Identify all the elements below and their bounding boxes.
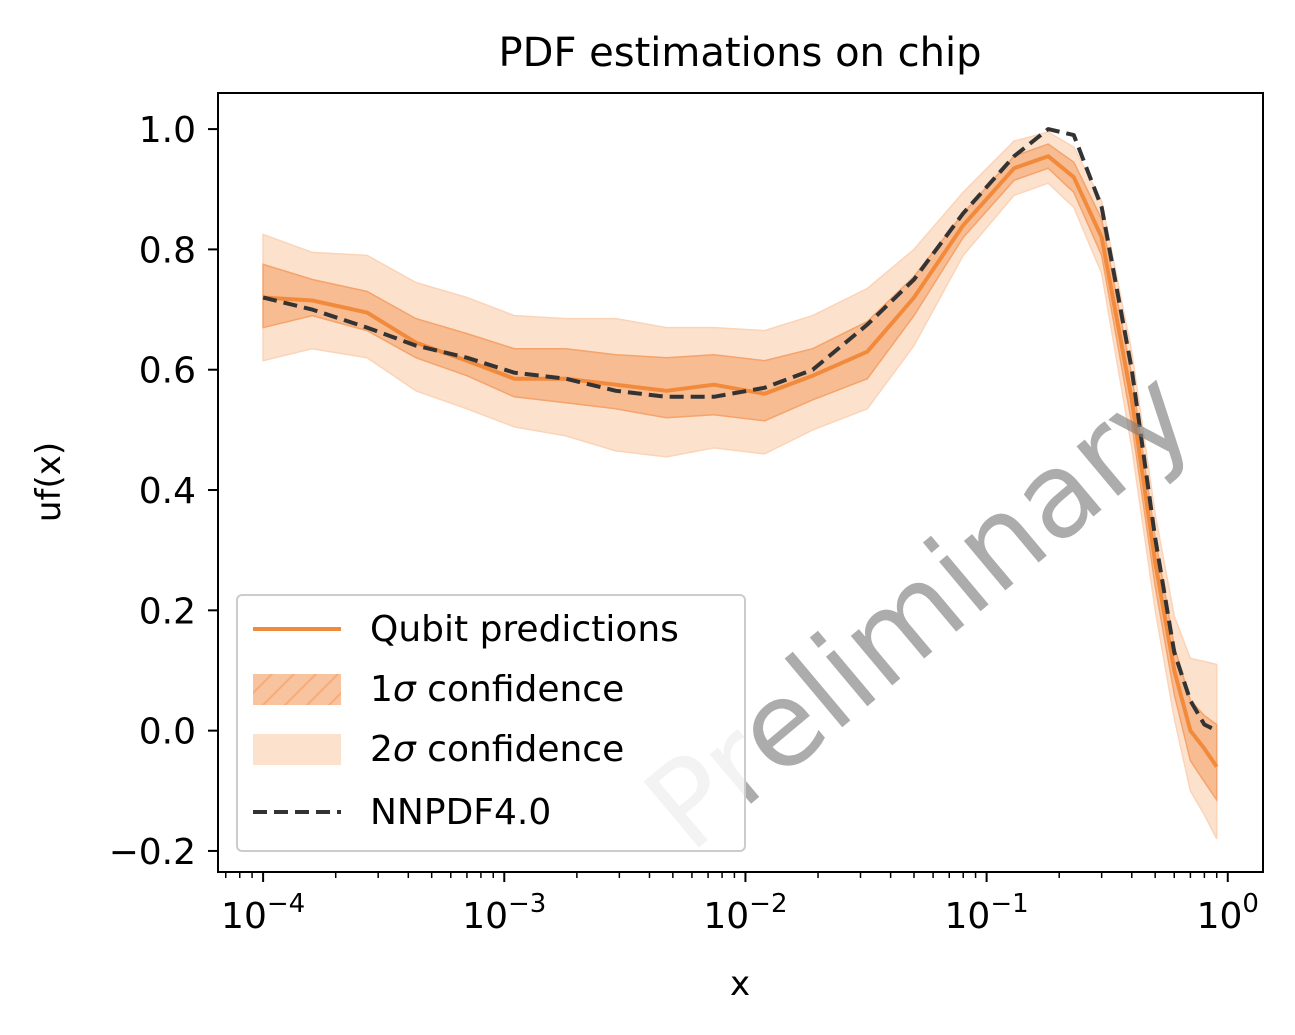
legend-label-2sigma-text: confidence xyxy=(416,729,625,770)
legend-label-2sigma-sym: σ xyxy=(393,729,417,770)
y-tick-label: 1.0 xyxy=(139,110,196,151)
band-1sigma xyxy=(262,143,1218,803)
y-tick-label: 0.2 xyxy=(139,591,196,632)
legend-frame xyxy=(236,594,746,852)
y-tick-label: −0.2 xyxy=(109,832,196,873)
series-qubit-predictions xyxy=(262,154,1219,768)
y-tick-label: 0.6 xyxy=(139,351,196,392)
x-tick-label: 10−2 xyxy=(703,889,787,937)
plot-frame xyxy=(217,92,1264,873)
legend-label-2sigma: 2σ confidence xyxy=(370,729,624,770)
y-axis-label: uf(x) xyxy=(29,442,69,522)
x-axis-label: x xyxy=(730,964,750,1004)
y-tick-label: 0.4 xyxy=(139,471,196,512)
legend-label-qubit: Qubit predictions xyxy=(370,609,679,650)
x-tick-label: 10−4 xyxy=(221,889,305,937)
y-tick-label: 0.0 xyxy=(139,712,196,753)
legend-label-1sigma-num: 1 xyxy=(370,669,393,710)
x-axis: 10−4 10−3 10−2 10−1 100 xyxy=(221,872,1259,937)
legend-swatch-2sigma xyxy=(253,734,341,765)
y-axis: −0.2 0.0 0.2 0.4 0.6 0.8 1.0 xyxy=(109,110,218,873)
legend-label-2sigma-num: 2 xyxy=(370,729,393,770)
band-2sigma xyxy=(262,131,1218,840)
y-tick-label: 0.8 xyxy=(139,230,196,271)
series-nnpdf xyxy=(262,127,1218,733)
legend-label-1sigma-text: confidence xyxy=(416,669,625,710)
legend-label-nnpdf: NNPDF4.0 xyxy=(370,792,551,833)
series-lines xyxy=(262,127,1219,768)
x-tick-label: 10−3 xyxy=(462,889,546,937)
legend-swatch-1sigma-hatch xyxy=(253,674,341,705)
confidence-bands xyxy=(262,131,1218,840)
legend: Qubit predictions 1σ confidence 2σ confi… xyxy=(236,594,746,852)
x-tick-label: 10−1 xyxy=(945,889,1029,937)
chart-title: PDF estimations on chip xyxy=(499,30,982,76)
legend-label-1sigma: 1σ confidence xyxy=(370,669,624,710)
x-tick-label: 100 xyxy=(1197,889,1259,937)
legend-label-1sigma-sym: σ xyxy=(393,669,417,710)
